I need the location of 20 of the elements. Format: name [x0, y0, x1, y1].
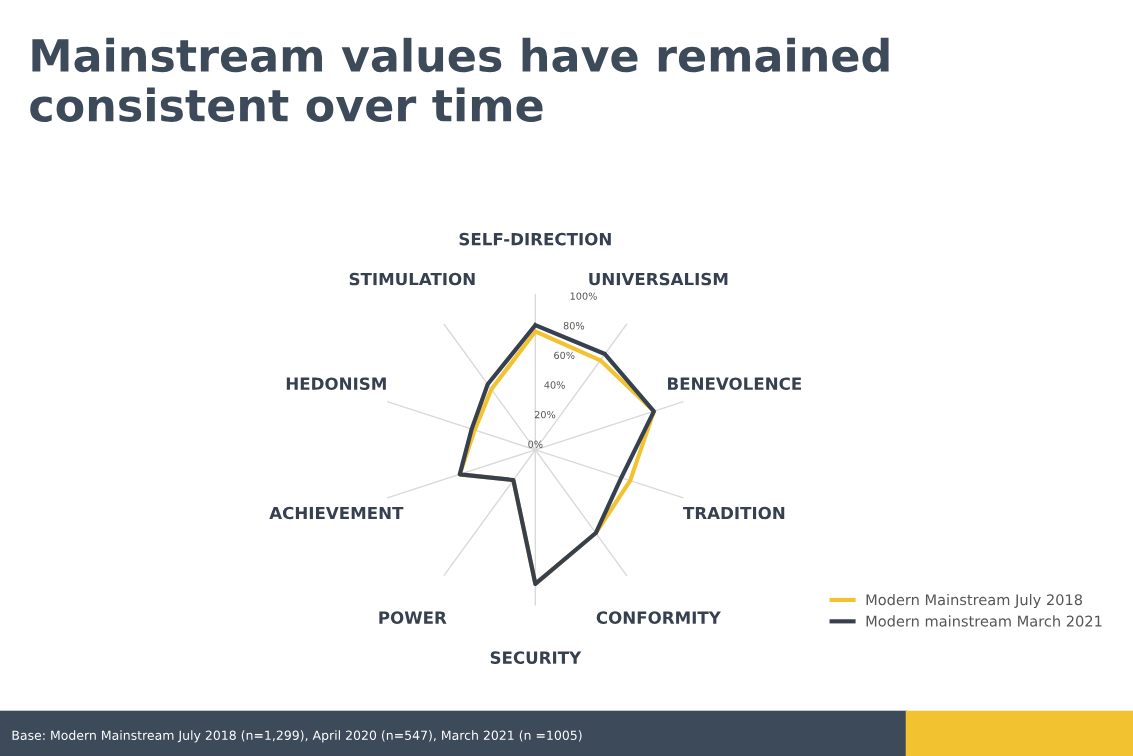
y-tick-label: 100%: [570, 292, 597, 300]
y-tick-label: 20%: [534, 410, 556, 419]
spoke-label: POWER: [379, 611, 447, 624]
legend-label: Modern mainstream March 2021: [866, 615, 1102, 627]
spoke-label: SECURITY: [490, 651, 582, 664]
spoke-label: TRADITION: [683, 506, 785, 520]
spoke-label: HEDONISM: [286, 377, 386, 390]
y-tick-label: 40%: [544, 381, 565, 389]
text: Base: Modern Mainstream July 2018 (n=1,299), April 2020 (n=547), March 2021 (n =1005): [12, 730, 582, 743]
spoke-label: SELF-DIRECTION: [459, 232, 611, 246]
y-tick-label: 80%: [563, 322, 585, 330]
spoke-label: BENEVOLENCE: [668, 377, 802, 390]
legend-label: Modern Mainstream July 2018: [866, 593, 1083, 609]
spoke-label: ACHIEVEMENT: [269, 506, 404, 520]
spoke-label: STIMULATION: [349, 272, 475, 286]
spoke-label: UNIVERSALISM: [589, 272, 728, 286]
y-tick-label: 60%: [554, 351, 575, 360]
chart-title: Mainstream values have remained consistent over time: [30, 37, 889, 122]
y-tick-label: 0%: [528, 440, 543, 448]
spoke-label: CONFORMITY: [596, 611, 721, 624]
